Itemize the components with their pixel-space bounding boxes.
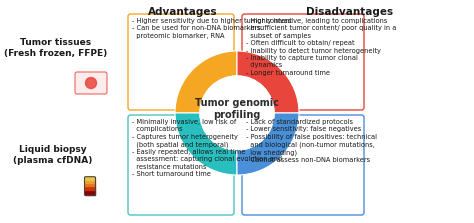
Text: - Lack of standardized protocols
- Lower sensitivity: false negatives
- Possibil: - Lack of standardized protocols - Lower… <box>246 119 377 163</box>
Text: - Higher sensitivity due to higher tumor content
- Can be used for non-DNA bioma: - Higher sensitivity due to higher tumor… <box>132 18 292 39</box>
FancyBboxPatch shape <box>128 14 234 110</box>
Wedge shape <box>237 113 299 175</box>
Bar <box>85 177 95 180</box>
Bar <box>85 183 95 186</box>
Text: Tumor tissues
(Fresh frozen, FFPE): Tumor tissues (Fresh frozen, FFPE) <box>4 38 108 58</box>
Text: - Minimally invasive, low risk of
  complications
- Captures tumor heterogeneity: - Minimally invasive, low risk of compli… <box>132 119 282 177</box>
Text: Tumor genomic
profiling: Tumor genomic profiling <box>195 98 279 120</box>
FancyBboxPatch shape <box>75 72 107 94</box>
Bar <box>85 186 95 190</box>
Wedge shape <box>175 113 237 175</box>
Wedge shape <box>237 51 299 113</box>
Text: Liquid biopsy
(plasma cfDNA): Liquid biopsy (plasma cfDNA) <box>13 145 93 165</box>
Circle shape <box>200 76 274 150</box>
Text: Advantages: Advantages <box>148 7 218 17</box>
FancyBboxPatch shape <box>242 115 364 215</box>
Bar <box>85 190 95 195</box>
FancyBboxPatch shape <box>128 115 234 215</box>
Circle shape <box>85 78 97 89</box>
FancyBboxPatch shape <box>242 14 364 110</box>
Text: - Highly invasive, leading to complications
- Insufficient tumor content/ poor q: - Highly invasive, leading to complicati… <box>246 18 396 76</box>
Bar <box>85 180 95 183</box>
Wedge shape <box>175 51 237 113</box>
Text: Disadvantages: Disadvantages <box>306 7 393 17</box>
